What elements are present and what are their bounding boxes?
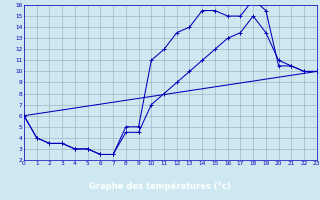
Text: Graphe des températures (°c): Graphe des températures (°c) bbox=[89, 182, 231, 191]
